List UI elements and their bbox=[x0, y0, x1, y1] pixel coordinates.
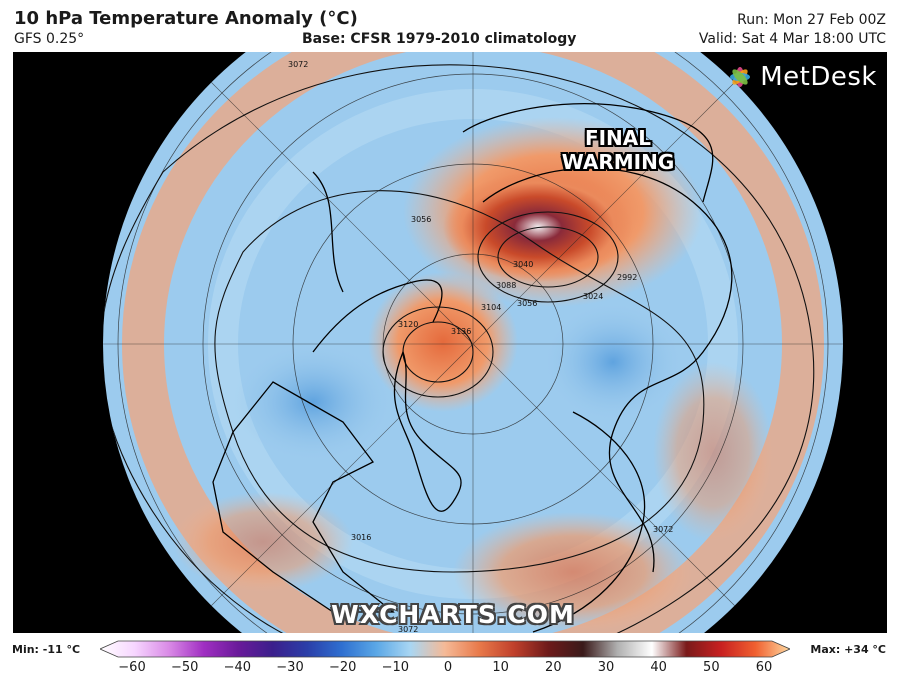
legend-tick-label: −30 bbox=[276, 660, 304, 675]
metdesk-flower-icon bbox=[730, 67, 751, 87]
legend-tick-label: 30 bbox=[597, 660, 615, 675]
model-label: GFS 0.25° bbox=[14, 31, 85, 47]
run-time-label: Run: Mon 27 Feb 00Z bbox=[737, 12, 886, 28]
base-climatology-label: Base: CFSR 1979-2010 climatology bbox=[302, 31, 577, 47]
contour-lines bbox=[103, 64, 815, 633]
legend-color-bar bbox=[100, 640, 790, 658]
legend-tick-label: −40 bbox=[223, 660, 252, 675]
brand-name: MetDesk bbox=[760, 62, 877, 92]
contour-label: 3072 bbox=[398, 625, 418, 633]
legend-tick-label: −50 bbox=[170, 660, 199, 675]
contour-label: 3072 bbox=[288, 60, 308, 69]
coastlines bbox=[212, 103, 733, 633]
valid-time-label: Valid: Sat 4 Mar 18:00 UTC bbox=[698, 31, 886, 47]
annotation-line-2: WARMING bbox=[561, 150, 675, 174]
metdesk-logo: MetDesk bbox=[726, 62, 877, 92]
legend-tick-label: 10 bbox=[492, 660, 509, 675]
legend-tick-label: −20 bbox=[328, 660, 357, 675]
legend-tick-label: 60 bbox=[755, 660, 773, 675]
legend-tick-label: −10 bbox=[381, 660, 410, 675]
annotation-line-1: FINAL bbox=[584, 126, 652, 150]
legend-tick-label: 20 bbox=[545, 660, 562, 675]
contour-label: 3024 bbox=[583, 292, 603, 301]
contour-label: 2992 bbox=[617, 273, 637, 282]
contour-label: 3072 bbox=[653, 525, 673, 534]
legend-max-label: Max: +34 °C bbox=[810, 643, 886, 656]
legend-tick-label: −60 bbox=[118, 660, 146, 675]
legend-tick-label: 40 bbox=[650, 660, 667, 675]
legend-min-label: Min: -11 °C bbox=[12, 643, 81, 656]
color-legend: Min: -11 °C Max: +34 °C −60 −50 −40 −30 −20−… bbox=[0, 636, 900, 689]
contour-label: 3056 bbox=[411, 215, 431, 224]
final-warming-annotation: FINAL WARMING bbox=[553, 126, 683, 174]
meridians bbox=[103, 52, 843, 633]
legend-tick-label: 0 bbox=[443, 660, 453, 675]
legend-tick-label: 50 bbox=[703, 660, 720, 675]
wxcharts-watermark: WXCHARTS.COM bbox=[331, 600, 575, 629]
contour-label: 3056 bbox=[517, 299, 537, 308]
map-canvas: 3072 3072 3056 3040 3088 3104 3120 3136 … bbox=[103, 52, 843, 633]
contour-label: 3120 bbox=[398, 320, 418, 329]
contour-label: 3072 bbox=[143, 125, 163, 134]
polar-map: 3072 3072 3056 3040 3088 3104 3120 3136 … bbox=[13, 52, 887, 633]
contour-label: 3088 bbox=[496, 281, 516, 290]
chart-title: 10 hPa Temperature Anomaly (°C) bbox=[14, 8, 358, 29]
contour-label: 3040 bbox=[513, 260, 533, 269]
contour-label: 3016 bbox=[351, 533, 371, 542]
contour-label: 3136 bbox=[451, 327, 471, 336]
contour-label: 3104 bbox=[481, 303, 501, 312]
legend-ticks: −60 −50 −40 −30 −20 −10 0 10 20 30 40 50 60 bbox=[0, 660, 900, 682]
